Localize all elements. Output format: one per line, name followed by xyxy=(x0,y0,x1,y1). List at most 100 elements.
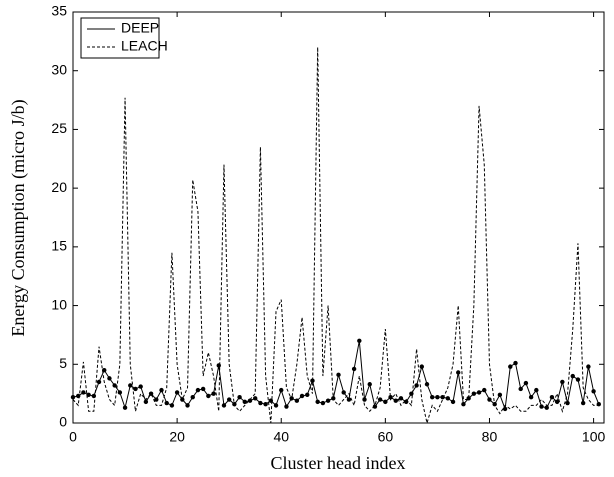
data-point xyxy=(461,402,466,407)
data-point xyxy=(242,399,247,405)
data-point xyxy=(544,405,549,410)
plot-frame xyxy=(72,11,605,424)
data-point xyxy=(268,398,274,403)
data-point xyxy=(570,373,575,379)
data-point xyxy=(284,404,289,409)
data-point xyxy=(185,403,190,408)
data-point xyxy=(341,390,346,395)
data-point xyxy=(450,399,456,405)
data-point xyxy=(372,404,378,409)
data-point xyxy=(388,394,393,400)
data-point xyxy=(351,366,357,372)
y-tick-label: 30 xyxy=(51,61,67,77)
y-axis-label: Energy Consumption (micro J/b) xyxy=(8,99,29,336)
data-point xyxy=(456,370,461,375)
data-point xyxy=(70,394,76,400)
data-point xyxy=(200,386,206,392)
data-point xyxy=(122,405,128,410)
y-tick-label: 35 xyxy=(51,3,67,19)
data-point xyxy=(367,382,372,387)
data-point xyxy=(580,400,586,406)
data-point xyxy=(128,383,133,388)
legend-label: LEACH xyxy=(121,38,168,54)
x-tick-label: 40 xyxy=(273,429,289,445)
data-point xyxy=(211,391,216,396)
data-point xyxy=(518,386,523,392)
data-point xyxy=(513,360,518,366)
data-point xyxy=(273,403,279,408)
data-point xyxy=(294,398,300,403)
data-point xyxy=(216,363,221,368)
data-point xyxy=(237,394,242,400)
data-point xyxy=(471,391,477,396)
data-point xyxy=(96,379,102,385)
data-point xyxy=(565,400,570,406)
x-axis-label: Cluster head index xyxy=(271,453,406,473)
legend-label: DEEP xyxy=(121,20,159,36)
data-point xyxy=(263,402,268,407)
data-point xyxy=(502,406,508,412)
data-point xyxy=(523,380,529,386)
data-point xyxy=(107,376,112,381)
data-point xyxy=(445,396,451,401)
data-point xyxy=(247,398,253,403)
data-point xyxy=(383,399,388,405)
data-point xyxy=(190,394,195,400)
data-point xyxy=(226,397,232,402)
data-point xyxy=(528,394,534,400)
data-point xyxy=(258,400,263,406)
data-point xyxy=(169,403,175,408)
data-point xyxy=(554,399,560,405)
data-point xyxy=(221,403,227,408)
data-point xyxy=(195,387,201,393)
data-point xyxy=(320,400,326,406)
y-tick-label: 15 xyxy=(51,238,67,254)
series-line xyxy=(72,340,600,410)
data-point xyxy=(206,393,211,399)
data-point xyxy=(476,390,482,395)
data-point xyxy=(138,384,143,389)
data-point xyxy=(560,379,565,385)
data-point xyxy=(310,378,315,383)
y-tick-label: 10 xyxy=(51,296,67,312)
data-point xyxy=(81,390,86,395)
series-line xyxy=(72,47,599,425)
y-tick-label: 0 xyxy=(59,414,67,430)
data-point xyxy=(482,387,487,393)
data-point xyxy=(253,396,258,401)
data-point xyxy=(154,397,159,402)
data-point xyxy=(575,377,581,382)
data-point xyxy=(305,392,310,398)
data-point xyxy=(159,387,164,393)
data-point xyxy=(357,338,362,343)
x-tick-label: 80 xyxy=(482,429,498,445)
data-point xyxy=(430,394,435,400)
data-point xyxy=(299,393,305,399)
data-point xyxy=(112,383,117,388)
y-tick-label: 25 xyxy=(51,120,67,136)
data-point xyxy=(279,387,284,393)
x-tick-label: 100 xyxy=(582,429,606,445)
data-point xyxy=(117,390,123,395)
data-point xyxy=(508,364,513,369)
data-point xyxy=(86,392,91,398)
x-tick-label: 0 xyxy=(69,429,77,445)
data-point xyxy=(435,394,440,400)
data-point xyxy=(393,398,398,403)
data-point xyxy=(424,382,430,387)
data-point xyxy=(315,399,320,405)
x-tick-label: 60 xyxy=(378,429,394,445)
data-point xyxy=(586,364,591,369)
data-point xyxy=(164,400,169,406)
data-point xyxy=(398,396,404,401)
data-point xyxy=(534,387,539,393)
data-point xyxy=(497,392,503,398)
data-point xyxy=(549,394,555,400)
data-point xyxy=(591,389,596,394)
data-point xyxy=(325,398,331,403)
data-point xyxy=(346,397,352,402)
data-point xyxy=(143,399,149,405)
x-tick-label: 20 xyxy=(169,429,185,445)
data-point xyxy=(174,390,180,395)
